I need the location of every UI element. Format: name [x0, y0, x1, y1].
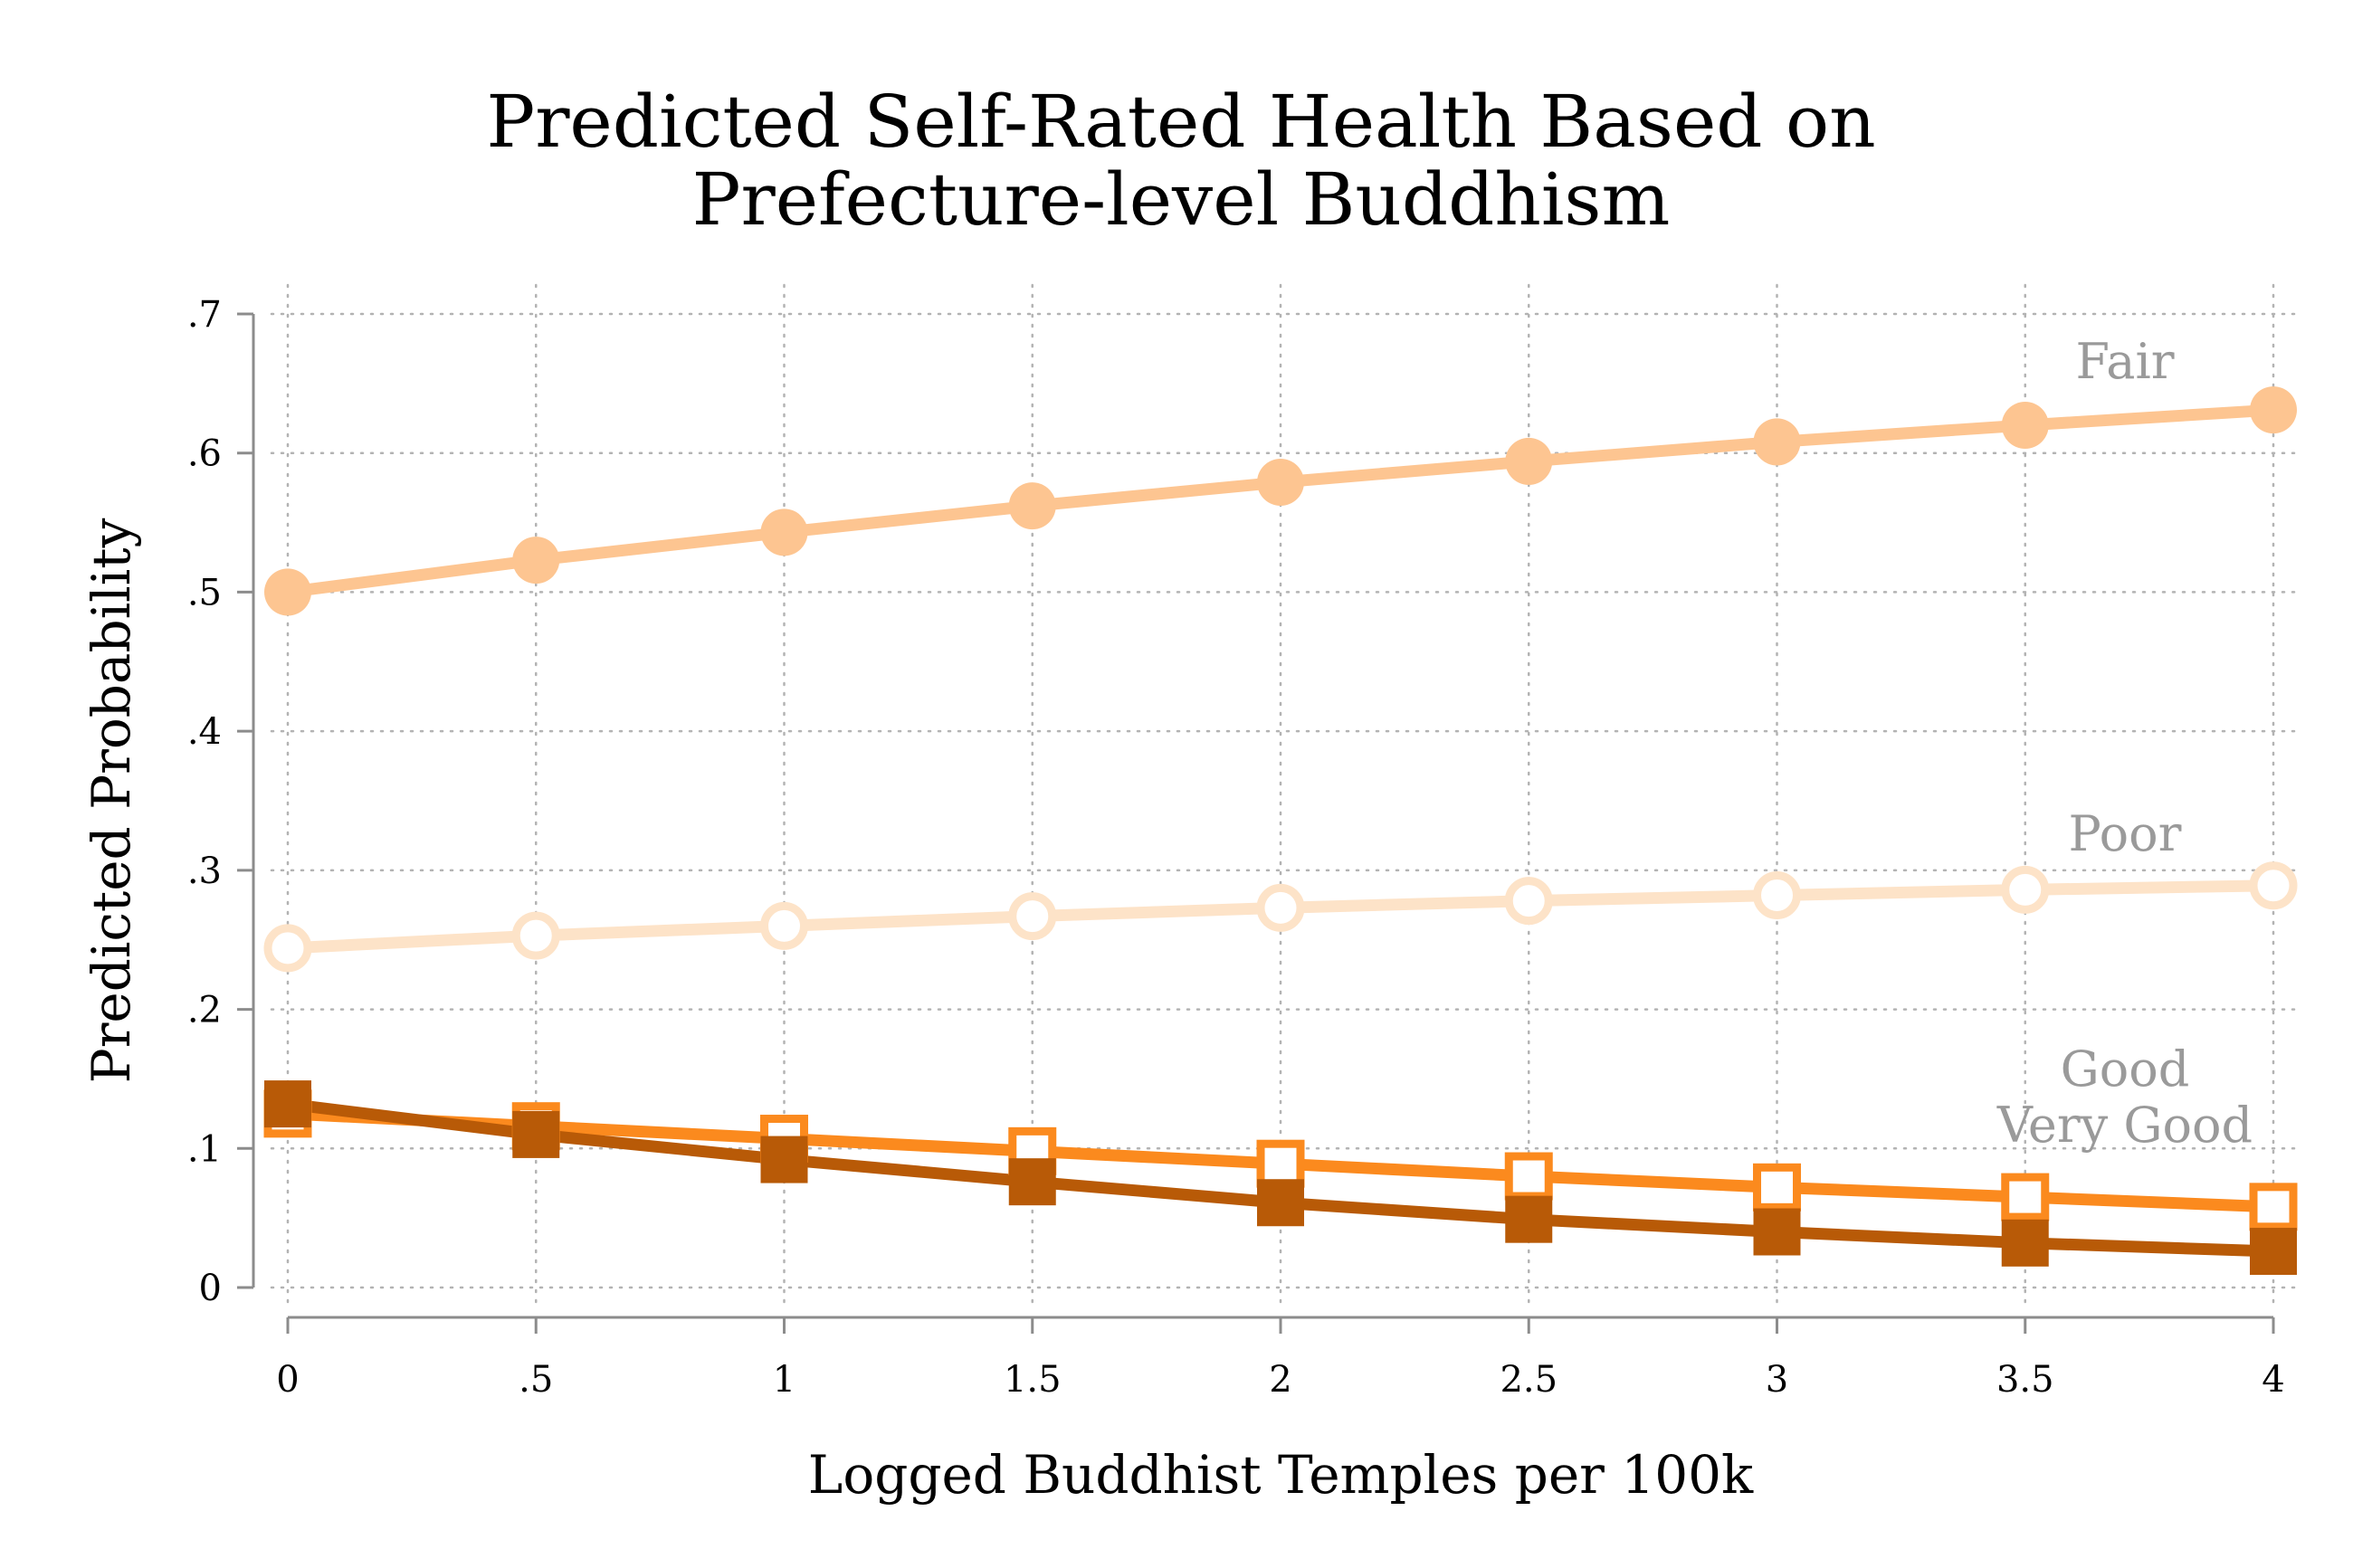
y-tick-label: .6 — [187, 433, 222, 475]
data-point-poor — [2249, 861, 2298, 910]
y-tick-label: .2 — [187, 990, 222, 1031]
x-tick-label: 0 — [276, 1359, 299, 1401]
data-point-very_good — [760, 1136, 808, 1183]
data-point-good — [1256, 1139, 1305, 1188]
data-point-very_good — [1505, 1195, 1553, 1243]
data-point-very_good — [1257, 1179, 1304, 1227]
data-point-good — [2249, 1183, 2298, 1231]
x-tick-label: 4 — [2262, 1359, 2284, 1401]
x-tick-label: 3 — [1766, 1359, 1788, 1401]
data-point-fair — [264, 568, 311, 616]
data-point-poor — [263, 924, 312, 973]
data-point-very_good — [1753, 1208, 1801, 1256]
y-tick-label: 0 — [199, 1268, 222, 1309]
data-point-fair — [1753, 418, 1801, 466]
y-tick-label: .1 — [187, 1128, 222, 1170]
y-tick-label: .7 — [187, 294, 222, 336]
series-label-good: Good — [2061, 1041, 2190, 1098]
x-tick-label: 2 — [1269, 1359, 1291, 1401]
data-point-poor — [2001, 865, 2050, 914]
x-tick-label: 2.5 — [1500, 1359, 1558, 1401]
chart-title-line-1: Predicted Self-Rated Health Based on — [486, 80, 1875, 164]
y-axis-ticks: 0 .1 .2 .3 .4 .5 .6 .7 — [187, 294, 253, 1309]
data-point-very_good — [512, 1110, 560, 1158]
data-point-very_good — [2001, 1219, 2049, 1267]
data-point-fair — [1505, 437, 1553, 485]
data-point-fair — [1257, 458, 1304, 506]
data-point-poor — [1753, 871, 1801, 920]
y-tick-label: .5 — [187, 572, 222, 613]
x-tick-label: .5 — [519, 1359, 553, 1401]
series-group — [263, 386, 2298, 1276]
x-tick-label: 1.5 — [1004, 1359, 1062, 1401]
y-tick-label: .4 — [187, 711, 222, 753]
data-point-very_good — [2250, 1228, 2297, 1276]
data-point-poor — [1504, 877, 1553, 926]
data-point-good — [1753, 1163, 1801, 1212]
data-point-poor — [1256, 883, 1305, 932]
data-point-fair — [2001, 401, 2049, 449]
data-point-fair — [1008, 482, 1056, 530]
data-point-fair — [2250, 386, 2297, 434]
data-point-good — [2001, 1173, 2050, 1221]
data-point-fair — [760, 508, 808, 556]
x-axis-ticks: 0 .5 1 1.5 2 2.5 3 3.5 4 — [276, 1317, 2285, 1401]
y-tick-label: .3 — [187, 851, 222, 892]
data-point-poor — [760, 901, 808, 950]
x-tick-label: 1 — [773, 1359, 795, 1401]
data-point-very_good — [264, 1080, 311, 1128]
x-axis-title: Logged Buddhist Temples per 100k — [808, 1444, 1754, 1506]
x-tick-label: 3.5 — [1996, 1359, 2054, 1401]
data-point-poor — [1008, 892, 1057, 941]
y-axis-title: Predicted Probability — [81, 518, 142, 1083]
series-label-fair: Fair — [2075, 333, 2174, 390]
series-label-poor: Poor — [2069, 805, 2182, 862]
chart-title-line-2: Prefecture-level Buddhism — [692, 157, 1671, 242]
series-label-very-good: Very Good — [1996, 1097, 2253, 1154]
data-point-very_good — [1008, 1158, 1056, 1206]
data-point-fair — [512, 537, 560, 584]
data-point-poor — [511, 911, 560, 960]
data-point-good — [1504, 1152, 1553, 1201]
